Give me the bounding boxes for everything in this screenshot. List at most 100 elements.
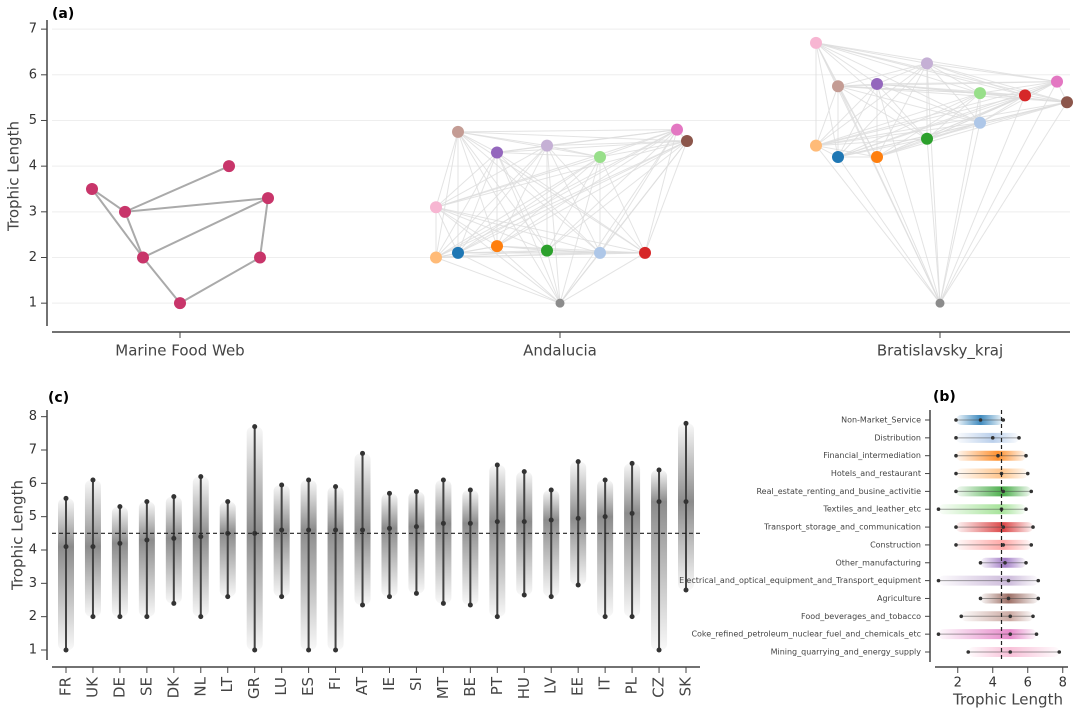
node [594, 246, 606, 259]
node [832, 151, 844, 164]
x-tick-label: ES [299, 677, 317, 696]
point-min [90, 614, 96, 620]
x-tick-label: CZ [650, 677, 668, 698]
edge [926, 63, 941, 304]
point-mean [978, 418, 983, 422]
node [430, 201, 442, 214]
edge [837, 63, 928, 158]
edge [546, 145, 601, 254]
edge [559, 156, 601, 304]
y-tick-label: 4 [29, 543, 37, 558]
edge [457, 131, 601, 254]
point-min [252, 647, 258, 653]
edge [926, 62, 1026, 96]
edge [435, 156, 601, 258]
edge [837, 85, 878, 158]
x-tick-label: Bratislavsky_kraj [877, 342, 1003, 361]
point-min [656, 647, 662, 653]
point-max [602, 477, 608, 483]
edge [979, 101, 1068, 124]
point-mean [117, 540, 123, 546]
point-max [333, 484, 339, 490]
node [1051, 75, 1063, 88]
point-min [521, 592, 527, 598]
point-mean [521, 519, 527, 525]
x-tick-label: IE [380, 677, 398, 691]
edge [837, 85, 981, 124]
x-tick-label: Andalucia [523, 342, 597, 360]
point-max [1031, 525, 1035, 529]
edge [815, 42, 1026, 96]
point-min [954, 543, 958, 547]
point-mean [171, 535, 177, 541]
point-max [198, 474, 204, 480]
node [430, 251, 442, 264]
edge [926, 62, 981, 94]
y-tick-label: Coke_refined_petroleum_nuclear_fuel_and_… [691, 630, 921, 639]
y-tick-label: 3 [29, 576, 37, 591]
edge [435, 131, 459, 208]
node [541, 244, 553, 257]
node [681, 135, 693, 148]
point-min [333, 647, 339, 653]
edge [435, 206, 646, 254]
y-tick-label: 7 [29, 443, 37, 458]
point-min [959, 614, 964, 619]
edge [837, 85, 928, 140]
point-min [171, 600, 177, 606]
node [223, 160, 235, 173]
edge [435, 206, 601, 254]
point-min [978, 560, 983, 565]
edge [599, 140, 688, 158]
point-max [656, 467, 662, 473]
point-mean [1001, 489, 1006, 494]
point-min [954, 525, 958, 529]
node [86, 182, 98, 195]
point-mean [1006, 578, 1011, 583]
edge [179, 256, 261, 305]
node [671, 123, 683, 136]
edge [815, 42, 878, 85]
edge [457, 131, 498, 153]
x-tick-label: 8 [1059, 676, 1067, 691]
y-tick-label: Electrical_and_optical_equipment_and_Tra… [679, 576, 921, 585]
node [935, 298, 945, 308]
point-min [936, 632, 941, 636]
edge [815, 101, 1068, 147]
edge [457, 131, 646, 254]
node [174, 297, 186, 310]
x-tick-label: DE [110, 677, 128, 698]
y-tick-label: Food_beverages_and_tobacco [801, 612, 921, 621]
node [452, 246, 464, 259]
point-max [683, 420, 689, 426]
edge [259, 197, 269, 258]
edge [815, 122, 981, 147]
point-max [360, 450, 366, 456]
y-tick-label: Real_estate_renting_and_busine_activitie [756, 487, 921, 496]
point-mean [1003, 560, 1007, 565]
node [871, 77, 883, 90]
point-min [279, 594, 285, 600]
point-max [1017, 436, 1021, 440]
x-tick-label: UK [83, 676, 101, 698]
edge [124, 197, 269, 213]
point-min [966, 650, 971, 654]
point-mean [252, 530, 258, 536]
edge [926, 138, 941, 304]
y-tick-label: Hotels_and_restaurant [831, 469, 921, 478]
edge [91, 188, 126, 213]
y-tick-label: Financial_intermediation [823, 451, 921, 460]
edge [496, 151, 601, 158]
point-min [954, 471, 958, 476]
y-axis-label: Trophic Length [5, 121, 23, 232]
edge [815, 42, 839, 158]
edge [815, 86, 839, 146]
node [254, 251, 266, 264]
edge [496, 140, 688, 247]
edge [644, 129, 678, 254]
x-tick-label: MT [434, 676, 452, 699]
point-max [1034, 632, 1039, 636]
node [921, 132, 933, 145]
point-max [1024, 560, 1028, 565]
node [974, 87, 986, 100]
